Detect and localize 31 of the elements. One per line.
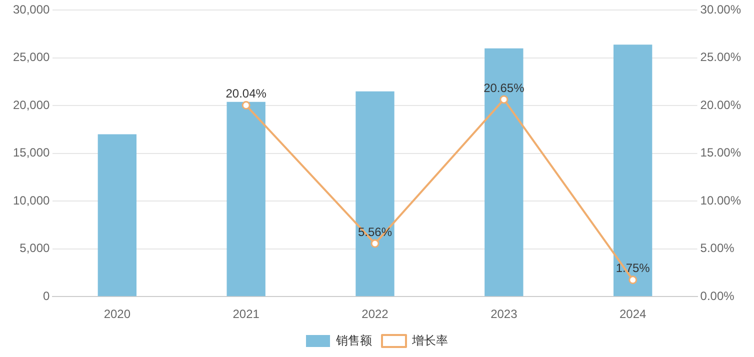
y2-tick-label: 0.00%: [700, 288, 735, 303]
y-tick-label: 0: [43, 288, 50, 303]
y-tick-label: 15,000: [13, 146, 50, 160]
bar: [226, 102, 266, 296]
y2-tick-label: 25.00%: [700, 50, 742, 64]
bar: [484, 48, 524, 296]
y2-tick-label: 15.00%: [700, 146, 742, 160]
legend-label: 销售额: [335, 333, 372, 348]
bar: [614, 44, 652, 296]
x-tick-label: 2021: [232, 307, 260, 322]
point: [370, 239, 380, 248]
y-tick-label: 5,000: [20, 241, 50, 256]
y-tick-label: 10,000: [13, 193, 50, 208]
y-tick-label: 25,000: [13, 50, 50, 64]
y-tick-label: 30,000: [13, 2, 50, 17]
y2-tick-label: 5.00%: [700, 241, 735, 256]
point: [242, 101, 250, 110]
legend-label: 增长率: [411, 333, 448, 348]
x-tick-label: 2023: [490, 307, 518, 322]
x-tick-label: 2020: [104, 307, 131, 322]
y-tick-label: 20,000: [13, 98, 50, 112]
point: [500, 95, 508, 104]
bar: [98, 134, 136, 296]
point: [628, 276, 638, 284]
y2-tick-label: 20.00%: [700, 98, 742, 112]
y2-tick-label: 30.00%: [700, 2, 742, 17]
x-tick-label: 2024: [619, 307, 647, 322]
bar: [356, 91, 394, 296]
y2-tick-label: 10.00%: [700, 193, 742, 208]
data-label: 20.04%: [226, 86, 267, 101]
x-tick-label: 2022: [362, 307, 389, 322]
